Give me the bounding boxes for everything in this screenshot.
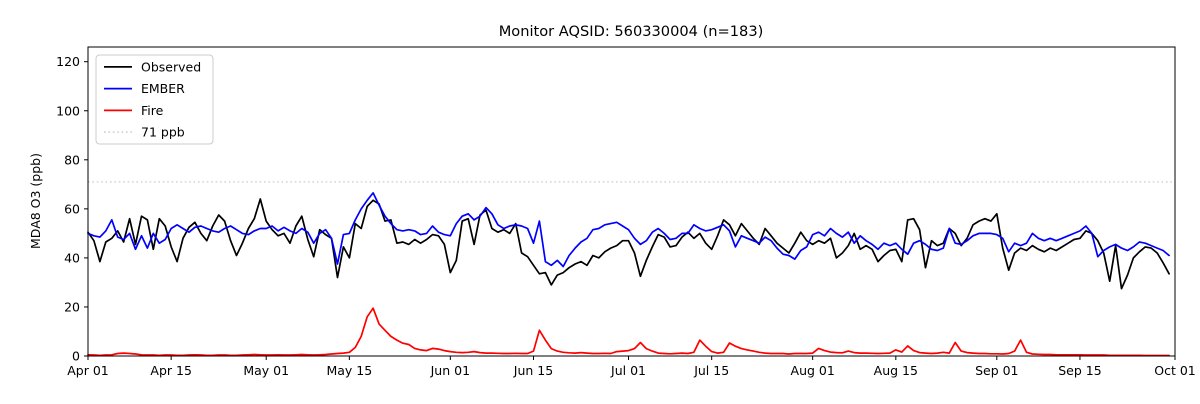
- legend: Observed EMBER Fire 71 ppb: [95, 54, 214, 145]
- y-axis-label: MDA8 O3 (ppb): [28, 153, 43, 249]
- x-tick-label: Oct 01: [1154, 363, 1196, 378]
- legend-label-ember: EMBER: [141, 81, 185, 96]
- legend-label-fire: Fire: [141, 103, 164, 118]
- legend-label-observed: Observed: [141, 59, 201, 74]
- x-tick-label: Sep 01: [975, 363, 1018, 378]
- y-tick-label: 20: [64, 299, 80, 314]
- x-tick-label: May 01: [243, 363, 289, 378]
- x-tick-label: Jun 01: [430, 363, 470, 378]
- x-tick-label: Apr 15: [150, 363, 192, 378]
- y-tick-label: 120: [56, 54, 80, 69]
- y-tick-label: 80: [64, 152, 80, 167]
- y-tick-label: 100: [56, 103, 80, 118]
- plot-frame: [87, 46, 1176, 357]
- fire-line: [87, 307, 1170, 357]
- y-tick-label: 0: [72, 349, 80, 364]
- ember-line: [87, 192, 1170, 268]
- x-tick-label: Jun 15: [513, 363, 553, 378]
- legend-box: [95, 54, 214, 145]
- x-tick-label: Jul 01: [610, 363, 646, 378]
- series-layer: [87, 192, 1170, 357]
- chart-title: Monitor AQSID: 560330004 (n=183): [499, 23, 764, 40]
- x-tick-label: Sep 15: [1058, 363, 1101, 378]
- x-tick-label: Apr 01: [67, 363, 109, 378]
- y-tick-label: 60: [64, 201, 80, 216]
- axes-layer: Apr 01 Apr 15 May 01 May 15 Jun 01 Jun 15 Jul …: [56, 46, 1196, 378]
- x-tick-label: Jul 15: [693, 363, 729, 378]
- observed-line: [87, 198, 1170, 290]
- y-tick-label: 40: [64, 250, 80, 265]
- legend-label-71-ppb: 71 ppb: [141, 125, 185, 140]
- x-tick-label: Aug 15: [874, 363, 918, 378]
- x-tick-label: May 15: [326, 363, 372, 378]
- x-tick-label: Aug 01: [791, 363, 835, 378]
